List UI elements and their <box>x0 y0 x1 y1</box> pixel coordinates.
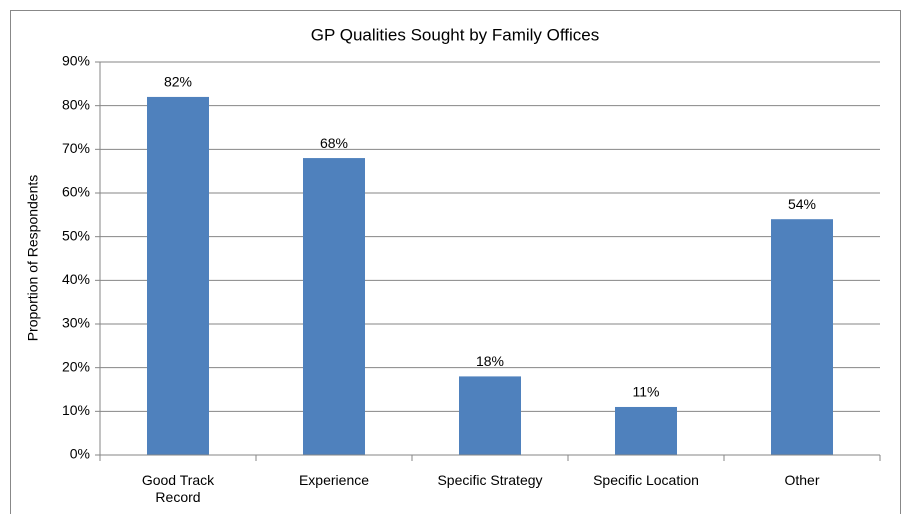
y-tick-label: 10% <box>62 402 90 418</box>
y-tick-label: 70% <box>62 140 90 156</box>
y-axis-label: Proportion of Respondents <box>25 175 41 342</box>
data-label: 82% <box>164 74 192 90</box>
y-tick-label: 60% <box>62 184 90 200</box>
x-tick-label: Experience <box>298 472 370 488</box>
y-tick-label: 40% <box>62 271 90 287</box>
y-tick-label: 90% <box>62 53 90 69</box>
bar <box>771 219 833 455</box>
y-tick-label: 50% <box>62 227 90 243</box>
x-tick-label: Other <box>784 472 820 488</box>
chart-border <box>10 10 901 514</box>
y-tick-label: 80% <box>62 96 90 112</box>
y-tick-label: 20% <box>62 358 90 374</box>
x-tick-label: Specific Location <box>593 472 699 488</box>
y-tick-label: 30% <box>62 315 90 331</box>
data-label: 68% <box>320 135 348 151</box>
x-tick-label: Specific Strategy <box>437 472 543 488</box>
chart-title: GP Qualities Sought by Family Offices <box>311 25 600 44</box>
bar <box>615 406 677 455</box>
data-label: 11% <box>633 384 660 400</box>
bar <box>147 96 209 455</box>
data-label: 18% <box>476 353 504 369</box>
y-tick-label: 0% <box>70 446 90 462</box>
x-tick-label: Good Track Record <box>141 472 215 505</box>
bar <box>303 158 365 456</box>
data-label: 54% <box>788 196 816 212</box>
bar <box>459 376 521 455</box>
